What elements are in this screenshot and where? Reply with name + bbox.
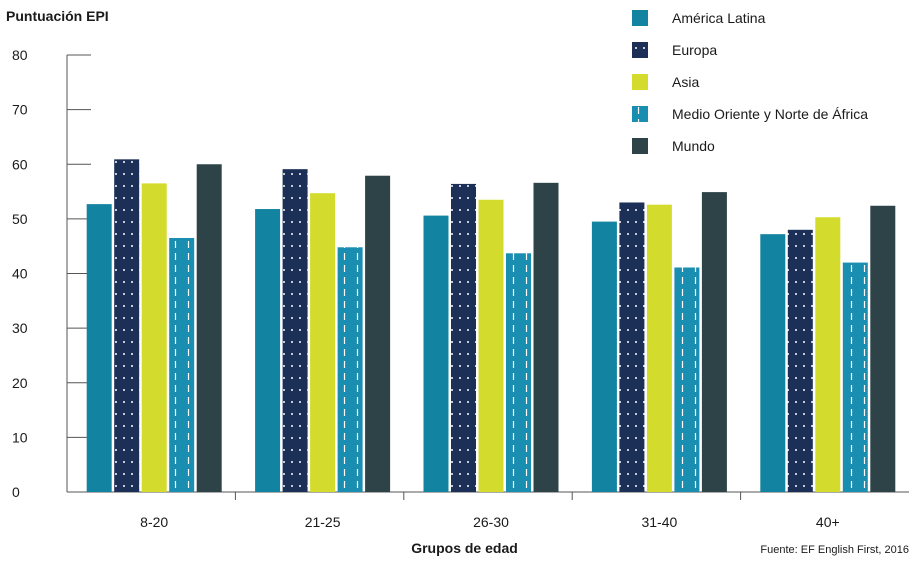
legend-swatch <box>632 42 648 58</box>
bar <box>423 215 449 492</box>
bar <box>701 192 727 492</box>
bar <box>169 237 195 492</box>
bar <box>478 199 504 492</box>
bar <box>842 262 868 492</box>
x-tick-label: 21-25 <box>305 514 341 530</box>
bar <box>506 253 531 492</box>
bar <box>533 182 559 492</box>
bar <box>282 169 308 492</box>
bar <box>619 202 645 493</box>
legend-label: Medio Oriente y Norte de África <box>672 106 869 122</box>
y-tick-label: 10 <box>12 429 28 445</box>
legend-label: América Latina <box>672 10 766 26</box>
bar <box>255 209 281 493</box>
bar <box>337 247 363 492</box>
bar <box>646 204 672 493</box>
bar <box>196 164 222 492</box>
y-tick-label: 70 <box>12 102 28 118</box>
y-tick-label: 20 <box>12 375 28 391</box>
legend-swatch <box>632 138 648 154</box>
legend-swatch <box>632 10 648 26</box>
legend-label: Europa <box>672 42 718 58</box>
bar <box>114 159 140 493</box>
bar <box>674 267 700 492</box>
bar <box>310 193 336 493</box>
bar <box>760 234 786 493</box>
bar <box>591 221 617 492</box>
bar <box>86 204 112 492</box>
bar <box>451 183 476 493</box>
bar <box>141 183 167 492</box>
y-tick-label: 60 <box>12 156 28 172</box>
x-tick-label: 31-40 <box>641 514 677 530</box>
bar <box>365 175 391 492</box>
bar <box>815 217 841 492</box>
y-tick-label: 80 <box>12 47 28 63</box>
x-tick-label: 40+ <box>816 514 840 530</box>
legend-label: Mundo <box>672 138 715 154</box>
y-tick-label: 50 <box>12 211 28 227</box>
bar <box>870 205 896 492</box>
legend-swatch <box>632 74 648 90</box>
y-axis-label: Puntuación EPI <box>6 8 109 24</box>
legend-label: Asia <box>672 74 700 90</box>
source-note: Fuente: EF English First, 2016 <box>760 544 909 556</box>
bar <box>787 229 813 493</box>
legend-swatch <box>632 106 648 122</box>
y-tick-label: 40 <box>12 266 28 282</box>
bars <box>86 159 896 493</box>
y-tick-label: 0 <box>12 484 20 500</box>
x-axis-label: Grupos de edad <box>411 540 518 556</box>
x-tick-label: 26-30 <box>473 514 509 530</box>
y-tick-label: 30 <box>12 320 28 336</box>
x-tick-label: 8-20 <box>140 514 168 530</box>
